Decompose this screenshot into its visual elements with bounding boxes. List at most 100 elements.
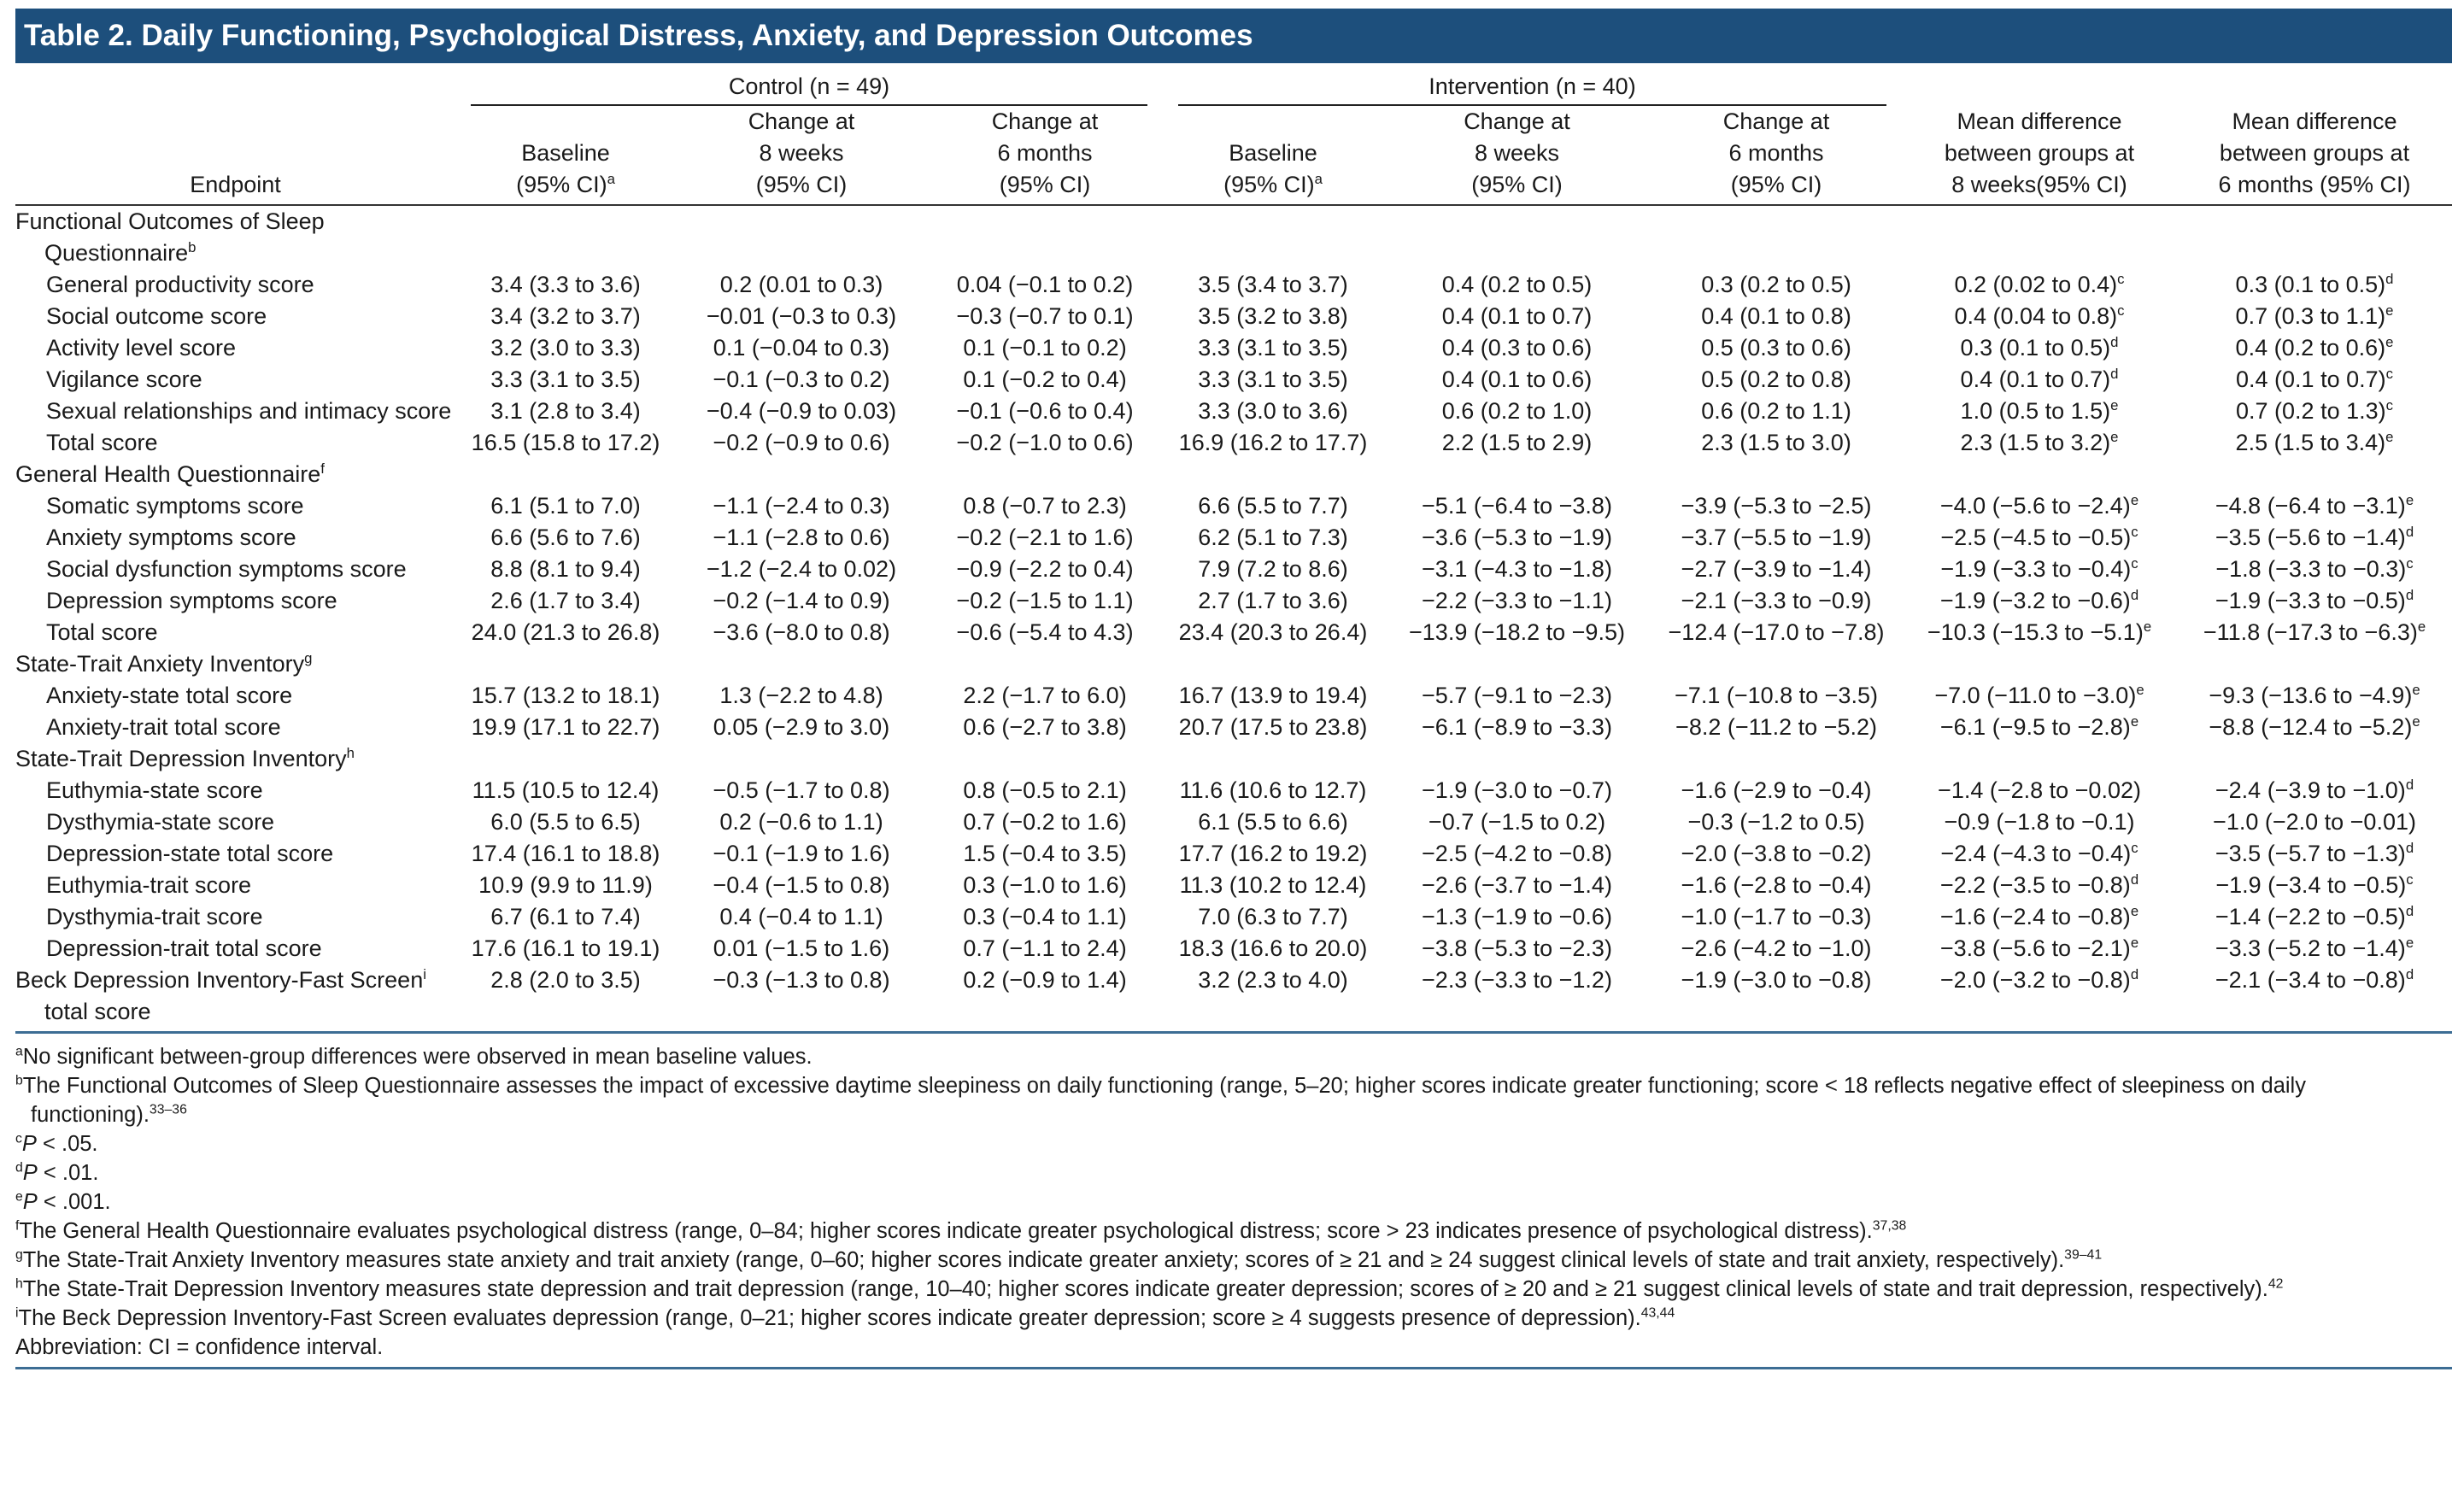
column-header: Change at 8 weeks (95% CI) [1383, 106, 1651, 206]
cell-value: −2.2 (−3.5 to −0.8) [1939, 872, 2131, 898]
header-line: 6 months (95% CI) [2177, 169, 2452, 201]
footnote-mark: e [2130, 935, 2139, 951]
cell: 2.7 (1.7 to 3.6) [1163, 585, 1383, 617]
cell: 18.3 (16.6 to 20.0) [1163, 933, 1383, 965]
cell: −0.9 (−2.2 to 0.4) [927, 554, 1163, 585]
cell: −1.9 (−3.4 to −0.5)c [2177, 870, 2452, 901]
cell: 16.9 (16.2 to 17.7) [1163, 427, 1383, 459]
cell: −8.2 (−11.2 to −5.2) [1651, 712, 1902, 743]
endpoint-label: Euthymia-trait score [46, 872, 252, 898]
cell: −0.1 (−0.3 to 0.2) [676, 364, 927, 396]
group-label: Intervention (n = 40) [1178, 70, 1887, 106]
cell: 1.0 (0.5 to 1.5)e [1902, 396, 2177, 427]
cell: −0.1 (−0.6 to 0.4) [927, 396, 1163, 427]
footnote-mark: e [2405, 935, 2414, 951]
row-label: Functional Outcomes of Sleep Questionnai… [15, 205, 455, 269]
footnote-text: < .001. [37, 1190, 111, 1214]
cell-value: −3.6 (−8.0 to 0.8) [713, 619, 890, 645]
cell: −4.0 (−5.6 to −2.4)e [1902, 490, 2177, 522]
cell-value: 3.2 (2.3 to 4.0) [1198, 967, 1348, 993]
header-text: 6 months [997, 140, 1093, 166]
footnote-text: The Beck Depression Inventory-Fast Scree… [18, 1306, 1641, 1330]
cell: −5.1 (−6.4 to −3.8) [1383, 490, 1651, 522]
header-line: between groups at [2177, 138, 2452, 169]
footnote: bThe Functional Outcomes of Sleep Questi… [15, 1071, 2452, 1129]
cell-value: 7.9 (7.2 to 8.6) [1198, 556, 1348, 582]
cell-value: 2.2 (1.5 to 2.9) [1441, 430, 1593, 455]
cell: −11.8 (−17.3 to −6.3)e [2177, 617, 2452, 648]
cell-value: −0.3 (−1.2 to 0.5) [1687, 809, 1865, 835]
cell: −5.7 (−9.1 to −2.3) [1383, 680, 1651, 712]
cell: 0.4 (−0.4 to 1.1) [676, 901, 927, 933]
header-text: 8 weeks(95% CI) [1951, 172, 2127, 197]
cell: 17.4 (16.1 to 18.8) [455, 838, 676, 870]
cell-value: −2.7 (−3.9 to −1.4) [1681, 556, 1872, 582]
cell-value: −6.1 (−8.9 to −3.3) [1422, 714, 1612, 740]
cell-value: 3.4 (3.2 to 3.7) [490, 303, 641, 329]
cell-value: 23.4 (20.3 to 26.4) [1178, 619, 1368, 645]
data-row: Anxiety-trait total score 19.9 (17.1 to 2… [15, 712, 2452, 743]
footnote-mark: f [15, 1218, 20, 1234]
header-line: (95% CI) [1651, 169, 1902, 201]
cell: 11.6 (10.6 to 12.7) [1163, 775, 1383, 806]
footnote-mark: e [2385, 429, 2394, 445]
header-text: between groups at [1944, 140, 2135, 166]
cell-value: −0.2 (−0.9 to 0.6) [713, 430, 890, 455]
row-label: General Health Questionnairef [15, 459, 455, 490]
data-row: Euthymia-state score 11.5 (10.5 to 12.4) −… [15, 775, 2452, 806]
data-row: Anxiety-state total score 15.7 (13.2 to 1… [15, 680, 2452, 712]
cell: 1.5 (−0.4 to 3.5) [927, 838, 1163, 870]
cell: −1.0 (−2.0 to −0.01) [2177, 806, 2452, 838]
footnote-mark: e [2385, 334, 2394, 350]
cell-value: 1.0 (0.5 to 1.5) [1960, 398, 2111, 424]
cell: 10.9 (9.9 to 11.9) [455, 870, 676, 901]
cell: −1.6 (−2.9 to −0.4) [1651, 775, 1902, 806]
cell: 3.3 (3.1 to 3.5) [1163, 332, 1383, 364]
cell-value: −5.1 (−6.4 to −3.8) [1422, 493, 1612, 519]
footnote-mark: d [2405, 840, 2414, 856]
cell: 0.3 (−1.0 to 1.6) [927, 870, 1163, 901]
row-label: Activity level score [15, 332, 455, 364]
cell-value: −9.3 (−13.6 to −4.9) [2209, 683, 2413, 708]
footnote-mark: d [2405, 903, 2414, 919]
cell: 17.6 (16.1 to 19.1) [455, 933, 676, 965]
section-row: General Health Questionnairef [15, 459, 2452, 490]
data-row: Depression symptoms score 2.6 (1.7 to 3.4… [15, 585, 2452, 617]
group-header: Control (n = 49) [455, 70, 1163, 106]
cell-value: −0.9 (−1.8 to −0.1) [1944, 809, 2135, 835]
header-text: (95% CI) [1223, 172, 1315, 197]
header-line: Endpoint [15, 169, 455, 201]
cell-value: −0.4 (−1.5 to 0.8) [713, 872, 890, 898]
footnote-mark: d [2405, 524, 2414, 540]
empty-cell [455, 648, 2452, 680]
row-label: Anxiety symptoms score [15, 522, 455, 554]
cell: 0.7 (0.3 to 1.1)e [2177, 301, 2452, 332]
cell: 19.9 (17.1 to 22.7) [455, 712, 676, 743]
cell-value: −1.9 (−3.3 to −0.5) [2215, 588, 2406, 613]
footnote-mark: c [15, 1131, 22, 1146]
footnote-mark: e [2405, 492, 2414, 508]
footnote-mark: e [2130, 903, 2139, 919]
header-text: (95% CI) [516, 172, 607, 197]
cell-value: 6.6 (5.6 to 7.6) [490, 525, 641, 550]
cell-value: −7.1 (−10.8 to −3.5) [1675, 683, 1878, 708]
footnote-text: The State-Trait Anxiety Inventory measur… [22, 1248, 2065, 1272]
data-row: Anxiety symptoms score 6.6 (5.6 to 7.6) −1… [15, 522, 2452, 554]
cell-value: −3.9 (−5.3 to −2.5) [1681, 493, 1872, 519]
column-header: Change at 6 months (95% CI) [927, 106, 1163, 206]
cell-value: 2.5 (1.5 to 3.4) [2235, 430, 2386, 455]
cell: 3.3 (3.1 to 3.5) [1163, 364, 1383, 396]
cell: −1.1 (−2.8 to 0.6) [676, 522, 927, 554]
data-row: Depression-trait total score 17.6 (16.1 t… [15, 933, 2452, 965]
header-line: (95% CI) [676, 169, 927, 201]
cell: 6.2 (5.1 to 7.3) [1163, 522, 1383, 554]
endpoint-label: General productivity score [46, 272, 314, 297]
cell-value: −10.3 (−15.3 to −5.1) [1927, 619, 2144, 645]
cell: −2.6 (−4.2 to −1.0) [1651, 933, 1902, 965]
footnote: eP < .001. [15, 1187, 2452, 1217]
table-figure: Table 2. Daily Functioning, Psychologica… [15, 9, 2453, 1369]
cell-value: −4.0 (−5.6 to −2.4) [1939, 493, 2131, 519]
cell-value: 0.5 (0.2 to 0.8) [1701, 366, 1851, 392]
cell-value: −0.01 (−0.3 to 0.3) [706, 303, 897, 329]
cell: 0.2 (0.02 to 0.4)c [1902, 269, 2177, 301]
